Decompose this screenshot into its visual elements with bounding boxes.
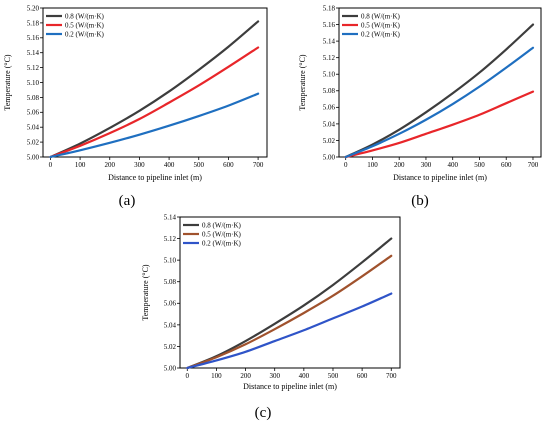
panel-label: (a) bbox=[119, 193, 136, 209]
y-tick-label: 5.16 bbox=[27, 34, 40, 42]
chart-panel-2: 0 100 200 300 400 500 600 700 5.00 5.02 5.04 5.06 5.… bbox=[298, 4, 542, 209]
x-tick-label: 700 bbox=[386, 372, 397, 380]
y-tick-label: 5.12 bbox=[164, 235, 177, 243]
legend-label-2: 0.5 (W/(m·K) bbox=[65, 22, 105, 30]
legend-label-2: 0.5 (W/(m·K) bbox=[202, 231, 242, 239]
y-tick-label: 5.10 bbox=[323, 71, 336, 79]
x-tick-label: 400 bbox=[164, 161, 175, 169]
y-tick-label: 5.08 bbox=[323, 87, 336, 95]
x-tick-label: 500 bbox=[474, 161, 485, 169]
x-tick-label: 500 bbox=[194, 161, 205, 169]
x-tick-label: 200 bbox=[240, 372, 251, 380]
y-tick-label: 5.06 bbox=[323, 104, 336, 112]
y-tick-label: 5.18 bbox=[323, 4, 336, 12]
legend-label-3: 0.2 (W/(m·K) bbox=[202, 240, 242, 248]
series-line-1 bbox=[186, 237, 393, 370]
y-tick-label: 5.12 bbox=[323, 54, 336, 62]
series-line-2 bbox=[344, 90, 535, 159]
y-axis-label: Temperature (°C) bbox=[3, 54, 12, 111]
y-tick-label: 5.00 bbox=[323, 153, 336, 161]
y-tick-label: 5.10 bbox=[164, 257, 177, 265]
x-tick-label: 200 bbox=[105, 161, 116, 169]
panel-label: (b) bbox=[411, 193, 429, 209]
y-axis-label: Temperature (°C) bbox=[141, 264, 150, 321]
y-tick-label: 5.04 bbox=[164, 321, 177, 329]
chart-panel-1: 0 100 200 300 400 500 600 700 5.00 5.02 5.04 5.06 5.… bbox=[3, 4, 268, 209]
x-tick-label: 0 bbox=[49, 161, 53, 169]
y-tick-label: 5.10 bbox=[27, 79, 40, 87]
x-tick-label: 300 bbox=[421, 161, 432, 169]
legend-label-3: 0.2 (W/(m·K) bbox=[65, 31, 105, 39]
x-tick-label: 100 bbox=[211, 372, 222, 380]
y-tick-label: 5.16 bbox=[323, 21, 336, 29]
y-axis-label: Temperature (°C) bbox=[298, 54, 307, 111]
y-tick-label: 5.12 bbox=[27, 64, 40, 72]
y-tick-label: 5.14 bbox=[27, 49, 40, 57]
x-tick-label: 100 bbox=[75, 161, 86, 169]
y-tick-label: 5.00 bbox=[164, 364, 177, 372]
legend-label-2: 0.5 (W/(m·K) bbox=[361, 22, 401, 30]
x-tick-label: 300 bbox=[134, 161, 145, 169]
y-tick-label: 5.06 bbox=[27, 109, 40, 117]
y-tick-label: 5.14 bbox=[164, 213, 177, 221]
x-tick-label: 400 bbox=[447, 161, 458, 169]
chart-panel-3: 0 100 200 300 400 500 600 700 5.00 5.02 5.04 5.06 5.… bbox=[141, 213, 401, 421]
y-tick-label: 5.04 bbox=[323, 120, 336, 128]
x-tick-label: 600 bbox=[357, 372, 368, 380]
series-line-3 bbox=[344, 46, 535, 159]
legend-label-1: 0.8 (W/(m·K) bbox=[65, 13, 105, 21]
legend-label-1: 0.8 (W/(m·K) bbox=[361, 13, 401, 21]
y-tick-label: 5.08 bbox=[27, 94, 40, 102]
plot-frame bbox=[338, 7, 542, 158]
series-line-2 bbox=[186, 254, 393, 370]
y-tick-label: 5.00 bbox=[27, 153, 40, 161]
y-tick-label: 5.14 bbox=[323, 38, 336, 46]
x-tick-label: 0 bbox=[344, 161, 348, 169]
y-tick-label: 5.02 bbox=[164, 343, 177, 351]
x-axis-label: Distance to pipeline inlet (m) bbox=[393, 173, 487, 182]
series-line-1 bbox=[344, 23, 535, 159]
x-tick-label: 600 bbox=[223, 161, 234, 169]
y-tick-label: 5.06 bbox=[164, 300, 177, 308]
x-tick-label: 400 bbox=[299, 372, 310, 380]
x-axis-label: Distance to pipeline inlet (m) bbox=[243, 382, 337, 391]
series-line-1 bbox=[49, 20, 260, 159]
x-axis-label: Distance to pipeline inlet (m) bbox=[108, 173, 202, 182]
legend-label-3: 0.2 (W/(m·K) bbox=[361, 31, 401, 39]
x-tick-label: 700 bbox=[528, 161, 539, 169]
y-tick-label: 5.20 bbox=[27, 4, 40, 12]
x-tick-label: 200 bbox=[394, 161, 405, 169]
y-tick-label: 5.02 bbox=[323, 137, 336, 145]
x-tick-label: 600 bbox=[501, 161, 512, 169]
series-line-2 bbox=[49, 46, 260, 159]
x-tick-label: 500 bbox=[328, 372, 339, 380]
panel-label: (c) bbox=[255, 405, 272, 421]
x-tick-label: 700 bbox=[253, 161, 264, 169]
series-line-3 bbox=[49, 92, 260, 159]
series-line-3 bbox=[186, 292, 393, 370]
y-tick-label: 5.02 bbox=[27, 139, 40, 147]
x-tick-label: 0 bbox=[186, 372, 190, 380]
plot-frame bbox=[179, 216, 401, 369]
y-tick-label: 5.08 bbox=[164, 278, 177, 286]
y-tick-label: 5.04 bbox=[27, 124, 40, 132]
y-tick-label: 5.18 bbox=[27, 19, 40, 27]
legend-label-1: 0.8 (W/(m·K) bbox=[202, 222, 242, 230]
x-tick-label: 300 bbox=[269, 372, 280, 380]
x-tick-label: 100 bbox=[367, 161, 378, 169]
